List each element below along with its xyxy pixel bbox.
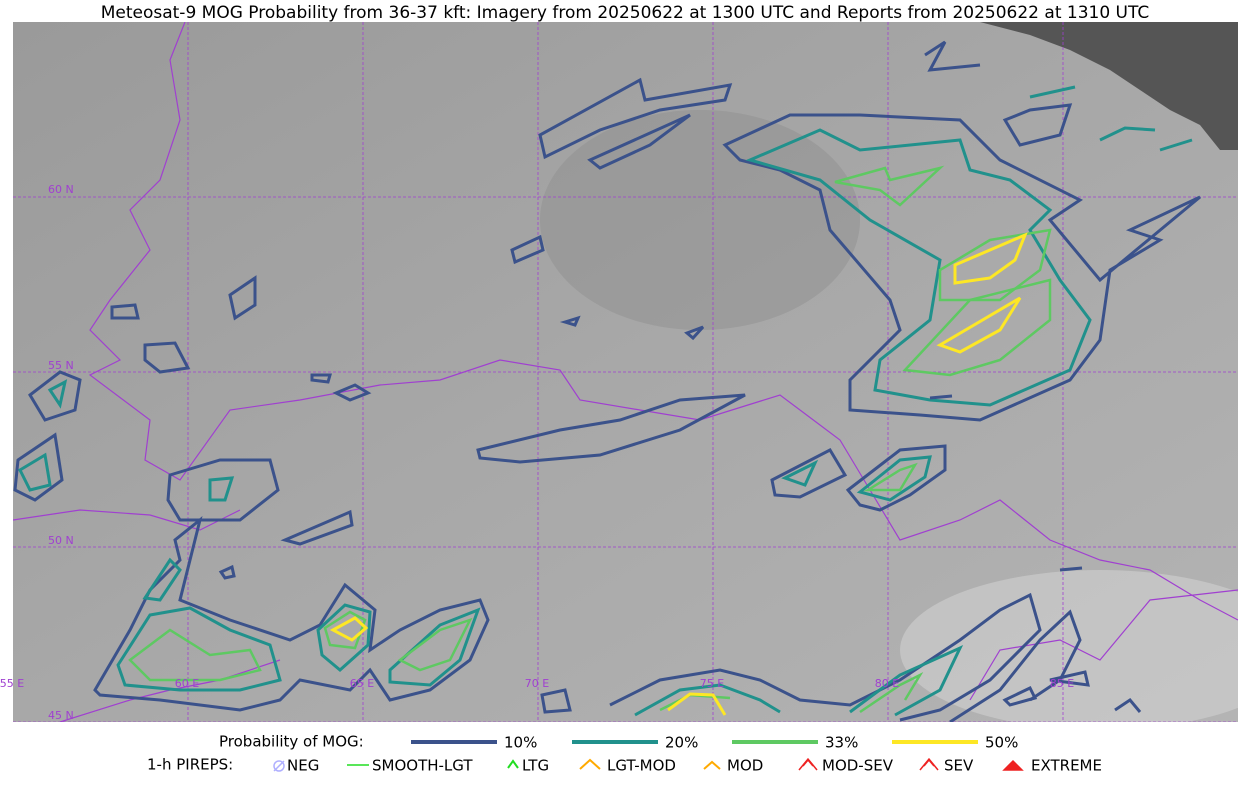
- no-data: [980, 22, 1238, 150]
- dry-area: [540, 110, 860, 330]
- lon-label: 75 E: [700, 677, 724, 690]
- lon-labels: 55 E 60 E 65 E 70 E 75 E 80 E 85 E: [0, 677, 1074, 690]
- legend-label: LTG: [522, 757, 549, 775]
- lon-label: 60 E: [175, 677, 199, 690]
- contours: [13, 40, 1201, 722]
- legend-label: MOD-SEV: [822, 757, 894, 775]
- legend: Probability of MOG: 1-h PIREPS: 10% 20% 33…: [147, 733, 1102, 775]
- legend-label: EXTREME: [1031, 757, 1102, 775]
- legend-label: SMOOTH-LGT: [372, 757, 473, 775]
- lon-label: 70 E: [525, 677, 549, 690]
- lon-label: 65 E: [350, 677, 374, 690]
- pirep-symbols: [273, 757, 1024, 772]
- map: [13, 22, 1238, 722]
- legend-label: NEG: [287, 757, 319, 775]
- lon-label: 80 E: [875, 677, 899, 690]
- legend-label: LGT-MOD: [607, 757, 676, 775]
- lon-label: 85 E: [1050, 677, 1074, 690]
- legend-title: Probability of MOG:: [219, 733, 364, 751]
- lat-label: 60 N: [48, 183, 74, 196]
- lat-label: 45 N: [48, 709, 74, 722]
- lon-label: 55 E: [0, 677, 24, 690]
- legend-label: SEV: [944, 757, 974, 775]
- legend-label: 20%: [665, 734, 698, 752]
- title: Meteosat-9 MOG Probability from 36-37 kf…: [101, 3, 1150, 23]
- lat-label: 55 N: [48, 359, 74, 372]
- legend-label: 50%: [985, 734, 1018, 752]
- legend-label: 10%: [504, 734, 537, 752]
- lat-labels: 60 N 55 N 50 N 45 N: [48, 183, 74, 722]
- legend-title: 1-h PIREPS:: [147, 756, 233, 774]
- lat-label: 50 N: [48, 534, 74, 547]
- legend-label: MOD: [727, 757, 763, 775]
- legend-label: 33%: [825, 734, 858, 752]
